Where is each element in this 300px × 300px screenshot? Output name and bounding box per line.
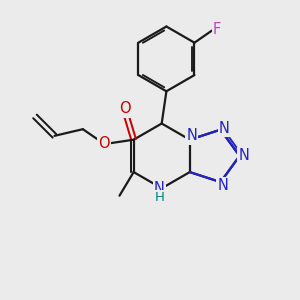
Text: N: N — [186, 128, 197, 143]
Text: N: N — [219, 121, 230, 136]
Text: O: O — [119, 101, 130, 116]
Text: N: N — [238, 148, 249, 164]
Text: O: O — [98, 136, 110, 151]
Text: N: N — [154, 181, 165, 196]
Text: H: H — [154, 191, 164, 204]
Text: F: F — [213, 22, 221, 38]
Text: N: N — [218, 178, 228, 193]
